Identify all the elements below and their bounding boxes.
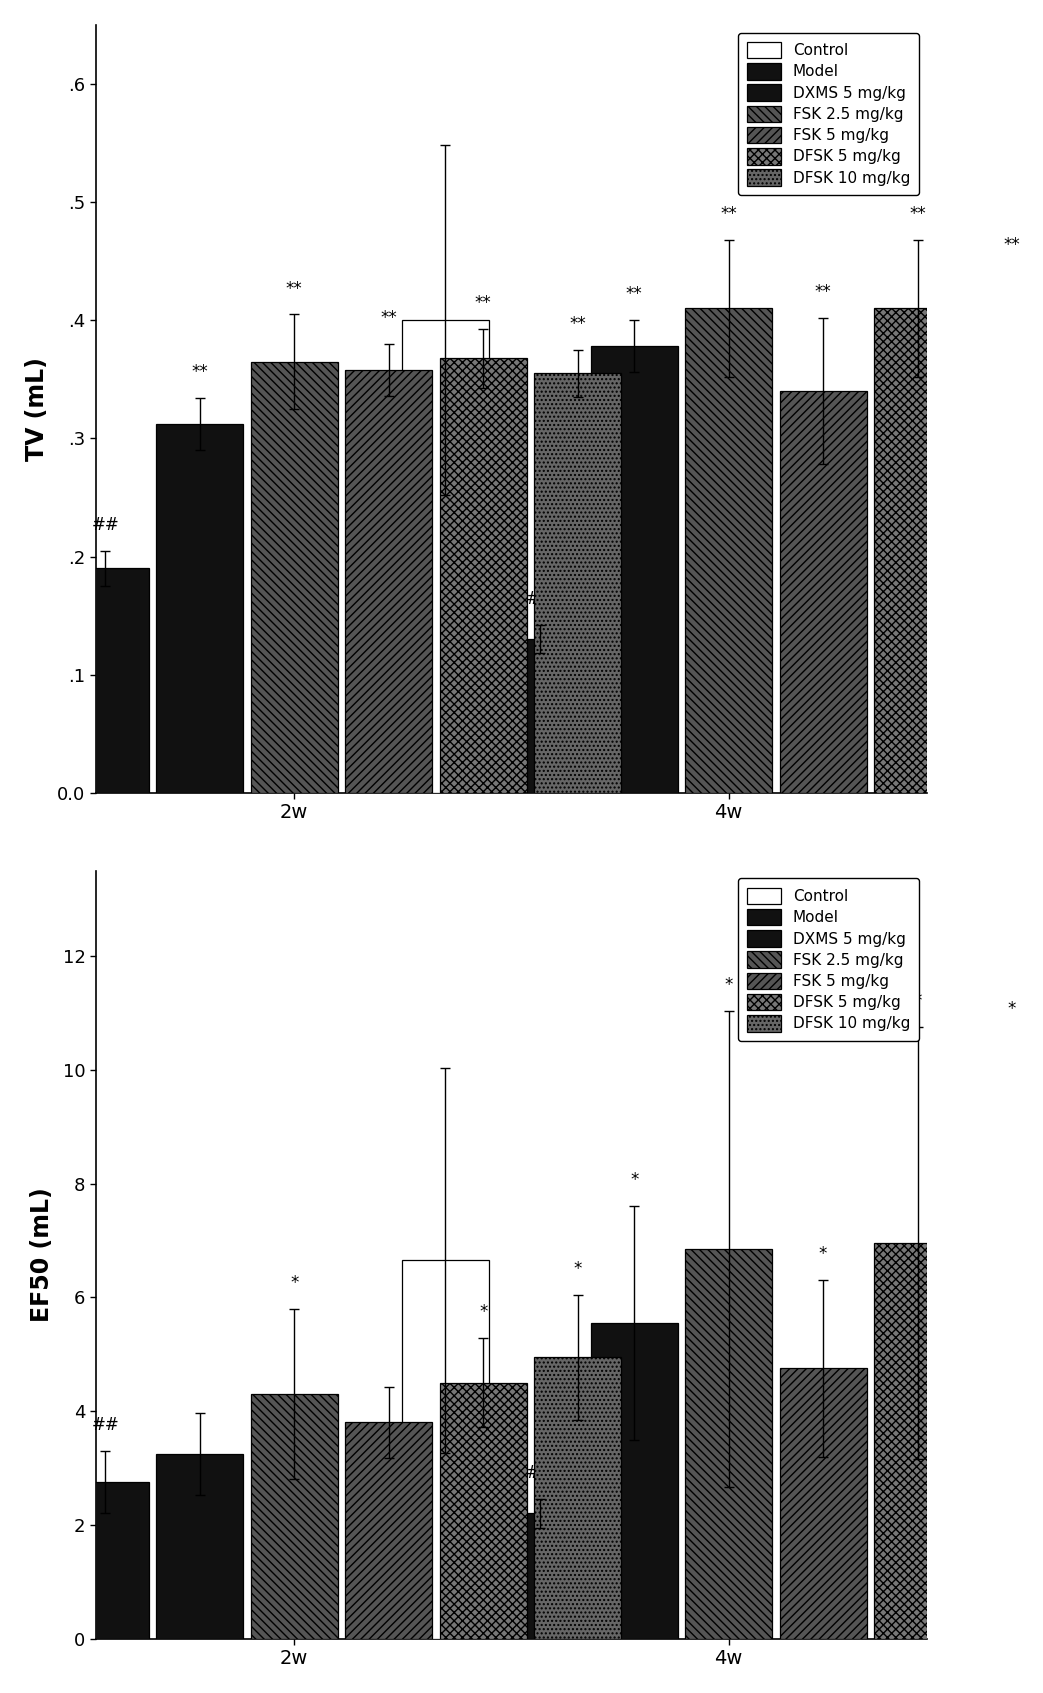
Text: *: *	[290, 1273, 298, 1292]
Text: *: *	[630, 1172, 638, 1190]
Bar	[969, 1258, 1043, 1639]
Bar	[874, 1243, 961, 1639]
Text: *: *	[819, 1246, 827, 1263]
Bar	[402, 1260, 489, 1639]
Bar	[590, 347, 678, 792]
Bar	[62, 569, 149, 792]
Text: **: **	[721, 205, 737, 223]
Text: **: **	[475, 293, 491, 312]
Bar	[969, 330, 1043, 792]
Bar	[534, 374, 621, 792]
Bar	[0, 1246, 54, 1639]
Bar	[496, 640, 583, 792]
Text: *: *	[479, 1304, 487, 1322]
Bar	[251, 1393, 338, 1639]
Bar	[345, 1422, 432, 1639]
Text: ##: ##	[526, 1464, 554, 1483]
Text: **: **	[909, 205, 926, 223]
Text: **: **	[1003, 235, 1020, 254]
Bar	[874, 308, 961, 792]
Text: ##: ##	[92, 516, 119, 533]
Text: **: **	[626, 286, 642, 303]
Bar	[156, 425, 243, 792]
Legend: Control, Model, DXMS 5 mg/kg, FSK 2.5 mg/kg, FSK 5 mg/kg, DFSK 5 mg/kg, DFSK 10 : Control, Model, DXMS 5 mg/kg, FSK 2.5 mg…	[737, 879, 919, 1041]
Text: ##: ##	[92, 1415, 119, 1434]
Text: **: **	[381, 310, 397, 327]
Text: *: *	[574, 1260, 582, 1278]
Y-axis label: EF50 (mL): EF50 (mL)	[30, 1187, 54, 1322]
Text: **: **	[815, 283, 831, 301]
Bar	[251, 362, 338, 792]
Bar	[402, 320, 489, 792]
Y-axis label: TV (mL): TV (mL)	[25, 357, 49, 460]
Bar	[685, 308, 772, 792]
Bar	[780, 391, 867, 792]
Bar	[590, 1322, 678, 1639]
Bar	[156, 1454, 243, 1639]
Bar	[440, 1383, 527, 1639]
Text: **: **	[192, 364, 209, 381]
Bar	[0, 320, 54, 792]
Legend: Control, Model, DXMS 5 mg/kg, FSK 2.5 mg/kg, FSK 5 mg/kg, DFSK 5 mg/kg, DFSK 10 : Control, Model, DXMS 5 mg/kg, FSK 2.5 mg…	[737, 32, 919, 195]
Bar	[534, 1358, 621, 1639]
Bar	[780, 1368, 867, 1639]
Text: ##: ##	[526, 591, 554, 608]
Bar	[62, 1481, 149, 1639]
Text: **: **	[569, 315, 586, 334]
Text: **: **	[286, 279, 302, 298]
Text: *: *	[914, 992, 922, 1011]
Text: *: *	[1008, 999, 1016, 1017]
Bar	[496, 1514, 583, 1639]
Bar	[440, 359, 527, 792]
Bar	[685, 1249, 772, 1639]
Bar	[345, 369, 432, 792]
Text: *: *	[725, 977, 733, 994]
